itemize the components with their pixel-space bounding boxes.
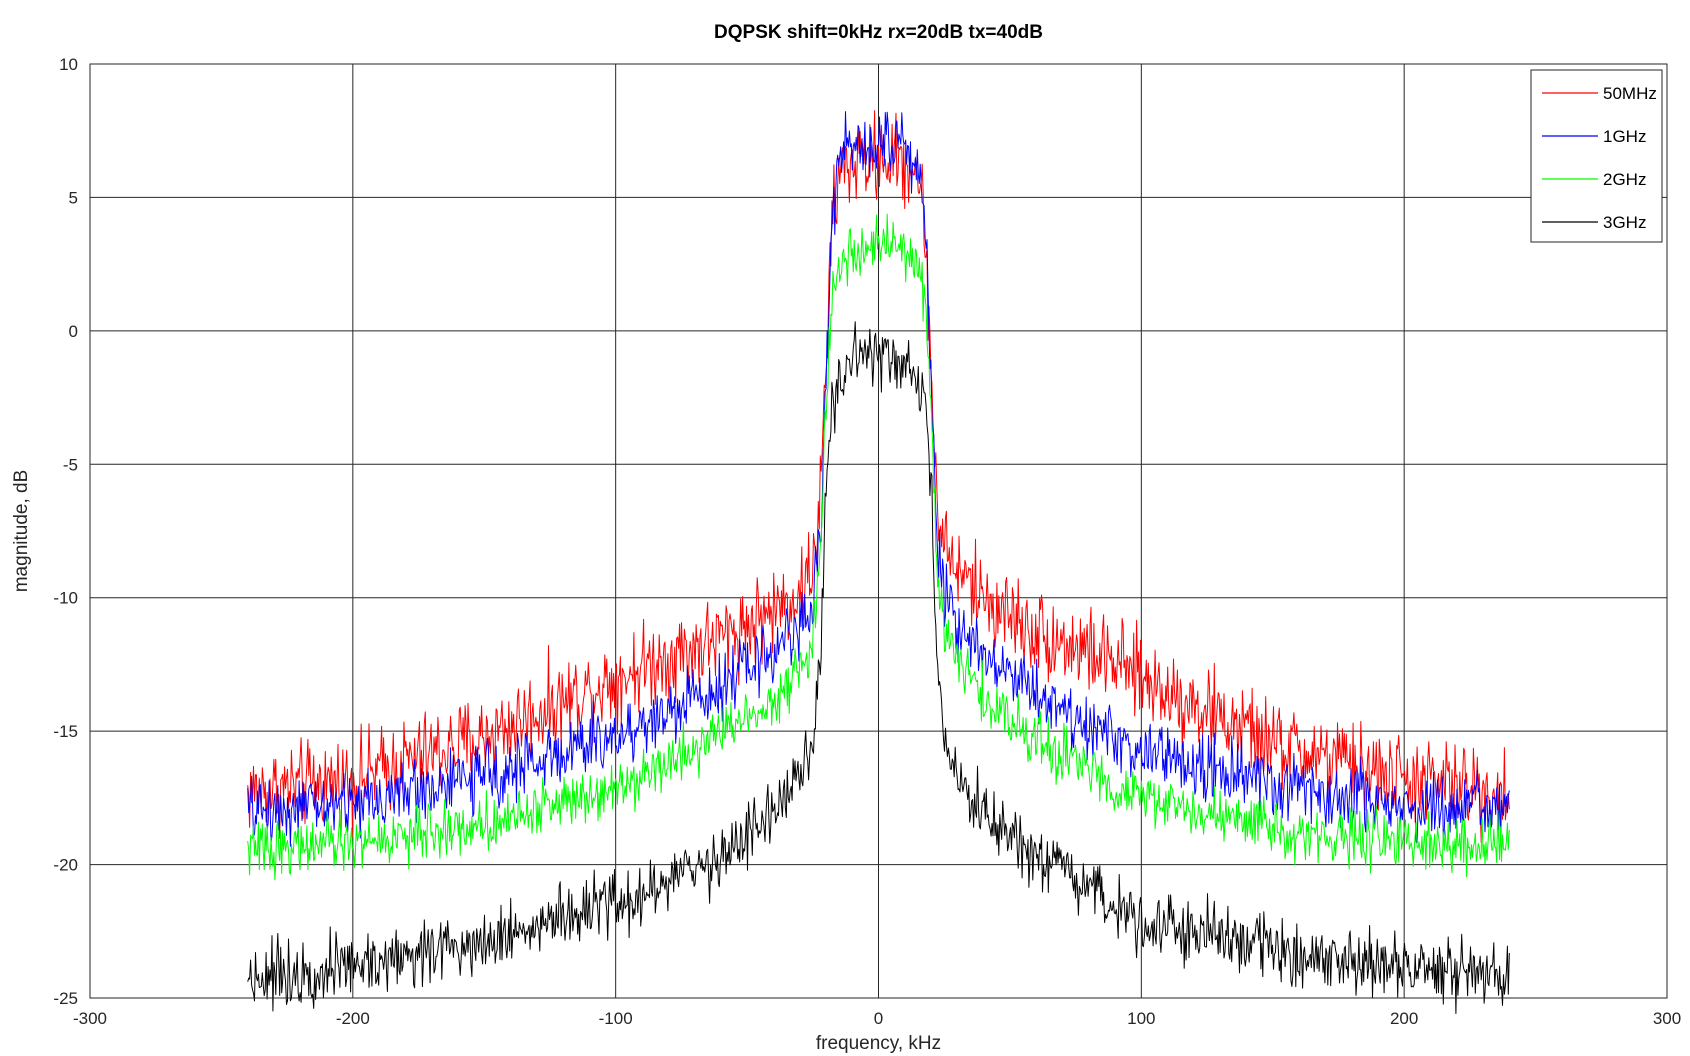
y-tick-label: -25 <box>53 989 78 1008</box>
y-tick-label: -5 <box>63 455 78 474</box>
tick-labels: -300 -200 -100 0 100 200 300 -25 -20 -15 -10 -5 0 5 10 <box>53 55 1681 1028</box>
y-tick-label: -15 <box>53 722 78 741</box>
plot-frame <box>89 63 1668 999</box>
y-tick-label: -20 <box>53 856 78 875</box>
series-line-1ghz <box>247 111 1510 847</box>
y-tick-label: 10 <box>59 55 78 74</box>
x-tick-label: 0 <box>874 1009 883 1028</box>
x-tick-label: -300 <box>73 1009 107 1028</box>
series-lines <box>247 110 1510 1014</box>
series-line-3ghz <box>247 321 1510 1014</box>
series-line-2ghz <box>247 213 1510 881</box>
x-tick-label: 300 <box>1653 1009 1681 1028</box>
x-tick-label: -200 <box>336 1009 370 1028</box>
y-tick-label: -10 <box>53 589 78 608</box>
legend-label: 1GHz <box>1603 127 1646 146</box>
legend: 50MHz 1GHz 2GHz 3GHz <box>1530 69 1663 243</box>
y-tick-label: 5 <box>69 188 78 207</box>
y-tick-label: 0 <box>69 322 78 341</box>
x-axis-label: frequency, kHz <box>816 1033 941 1054</box>
x-tick-label: 200 <box>1390 1009 1418 1028</box>
legend-label: 3GHz <box>1603 213 1646 232</box>
x-tick-label: 100 <box>1127 1009 1155 1028</box>
x-tick-label: -100 <box>599 1009 633 1028</box>
legend-label: 50MHz <box>1603 84 1657 103</box>
legend-label: 2GHz <box>1603 170 1646 189</box>
y-axis-label: magnitude, dB <box>11 470 32 593</box>
legend-box <box>1530 69 1663 243</box>
chart-title: DQPSK shift=0kHz rx=20dB tx=40dB <box>714 22 1043 43</box>
